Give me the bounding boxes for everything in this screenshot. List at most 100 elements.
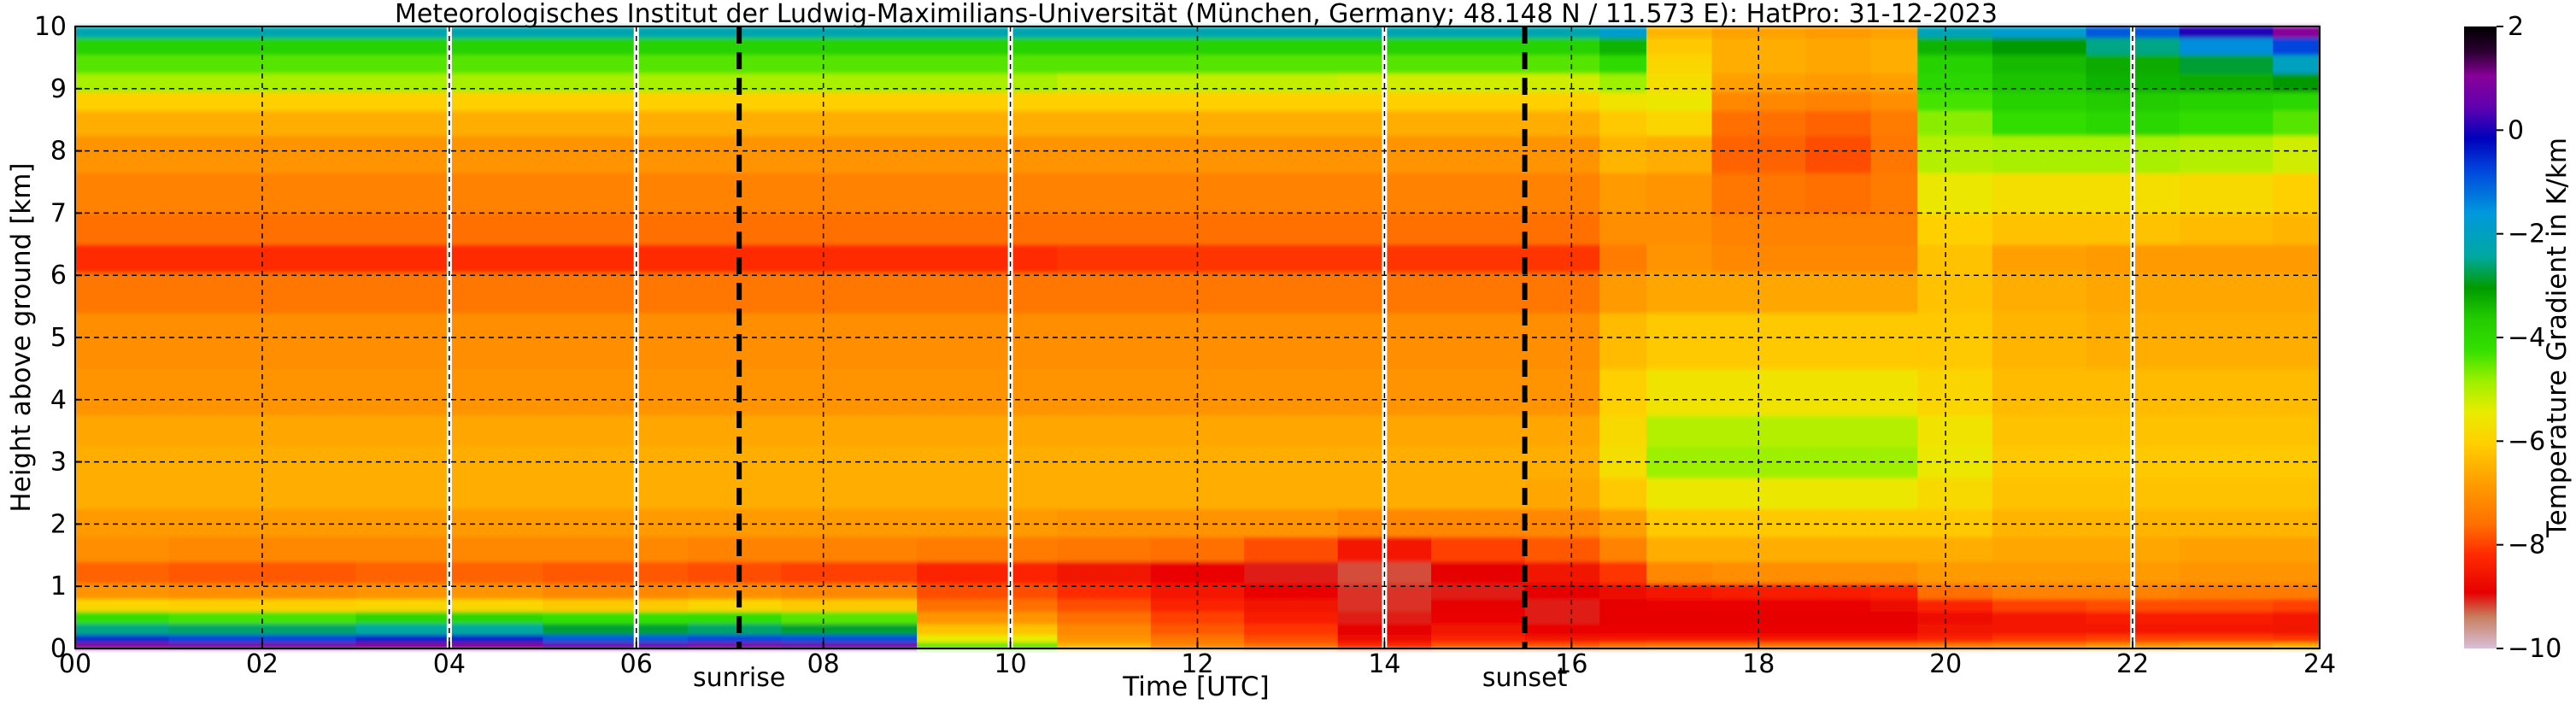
heatmap-cell	[1431, 91, 1526, 111]
heatmap-cell	[2273, 272, 2321, 314]
heatmap-cell	[1244, 173, 1339, 214]
heatmap-cell	[1057, 561, 1152, 584]
heatmap-cell	[1870, 312, 1918, 369]
heatmap-cell	[2179, 213, 2274, 245]
heatmap-cell	[1646, 598, 1713, 612]
heatmap-cell	[2273, 54, 2321, 74]
heatmap-cell	[1992, 91, 2086, 111]
heatmap-cell	[1917, 312, 1993, 369]
y-tick-label: 5	[50, 323, 67, 353]
heatmap-cell	[1805, 415, 1872, 447]
heatmap-cell	[1646, 173, 1713, 214]
heatmap-cell	[1805, 91, 1872, 111]
heatmap-cell	[1917, 583, 1993, 600]
heatmap-cell	[1646, 634, 1713, 643]
heatmap-cell	[1992, 477, 2086, 509]
heatmap-cell	[1805, 642, 1872, 649]
heatmap-cell	[1150, 508, 1245, 537]
heatmap-cell	[1599, 135, 1647, 173]
heatmap-cell	[1870, 91, 1918, 111]
heatmap-cell	[1599, 623, 1647, 636]
heatmap-cell	[1057, 537, 1152, 562]
heatmap-cell	[688, 623, 783, 636]
heatmap-cell	[2179, 243, 2274, 273]
heatmap-cell	[781, 508, 918, 537]
heatmap-cell	[917, 213, 1058, 245]
heatmap-cell	[1244, 368, 1339, 416]
heatmap-cell	[1992, 213, 2086, 245]
heatmap-cell	[1057, 583, 1152, 600]
heatmap-cell	[1599, 272, 1647, 314]
heatmap-cell	[2273, 598, 2321, 612]
heatmap-cell	[1870, 173, 1918, 214]
x-tick-label: 14	[1368, 649, 1400, 679]
heatmap-cell	[1917, 213, 1993, 245]
heatmap-cell	[917, 243, 1058, 273]
heatmap-cell	[543, 561, 689, 584]
heatmap-cell	[168, 73, 356, 92]
heatmap-cell	[1524, 272, 1600, 314]
heatmap-cell	[1244, 583, 1339, 600]
heatmap-cell	[917, 477, 1058, 509]
heatmap-cell	[688, 173, 783, 214]
heatmap-cell	[1150, 91, 1245, 111]
heatmap-cell	[1992, 623, 2086, 636]
heatmap-cell	[1646, 623, 1713, 636]
heatmap-cell	[1917, 477, 1993, 509]
heatmap-cell	[1524, 37, 1600, 56]
heatmap-cell	[1524, 583, 1600, 600]
heatmap-cell	[543, 73, 689, 92]
heatmap-cell	[1599, 583, 1647, 600]
heatmap-cell	[2179, 477, 2274, 509]
heatmap-cell	[917, 598, 1058, 612]
heatmap-cell	[688, 243, 783, 273]
heatmap-cell	[1646, 26, 1713, 38]
heatmap-cell	[75, 243, 170, 273]
heatmap-cell	[1805, 173, 1872, 214]
heatmap-cell	[917, 312, 1058, 369]
heatmap-cell	[688, 110, 783, 136]
heatmap-cell	[1057, 598, 1152, 612]
heatmap-cell	[1150, 243, 1245, 273]
heatmap-cell	[1599, 368, 1647, 416]
heatmap-cell	[2273, 37, 2321, 56]
heatmap-cell	[1057, 508, 1152, 537]
heatmap-cell	[781, 173, 918, 214]
heatmap-cell	[2179, 26, 2274, 38]
heatmap-cell	[1805, 561, 1872, 584]
heatmap-cell	[1057, 243, 1152, 273]
heatmap-cell	[543, 173, 689, 214]
heatmap-cell	[1431, 73, 1526, 92]
x-tick-label: 16	[1555, 649, 1587, 679]
heatmap-cell	[688, 583, 783, 600]
heatmap-cell	[168, 243, 356, 273]
heatmap-cell	[2179, 110, 2274, 136]
heatmap-cell	[1524, 312, 1600, 369]
heatmap-cell	[1646, 54, 1713, 74]
x-tick-label: 08	[807, 649, 840, 679]
heatmap-cell	[917, 583, 1058, 600]
y-tick-label: 0	[50, 634, 67, 664]
heatmap-cell	[1431, 561, 1526, 584]
heatmap-cell	[2273, 312, 2321, 369]
heatmap-cell	[1711, 26, 1806, 38]
heatmap-cell	[1524, 91, 1600, 111]
heatmap-cell	[75, 135, 170, 173]
heatmap-cell	[1244, 91, 1339, 111]
heatmap-cell	[1870, 54, 1918, 74]
heatmap-cell	[1524, 634, 1600, 643]
heatmap-cell	[2273, 611, 2321, 625]
heatmap-cell	[75, 54, 170, 74]
heatmap-cell	[1805, 611, 1872, 625]
heatmap-cell	[1992, 135, 2086, 173]
heatmap-cell	[917, 611, 1058, 625]
heatmap-cell	[1057, 642, 1152, 649]
heatmap-cell	[917, 508, 1058, 537]
colorbar-tick-label: −2	[2508, 220, 2545, 249]
heatmap-cell	[1917, 634, 1993, 643]
heatmap-cell	[1870, 110, 1918, 136]
heatmap-cell	[781, 54, 918, 74]
heatmap-cell	[917, 91, 1058, 111]
heatmap-cell	[917, 642, 1058, 649]
heatmap-cell	[1244, 26, 1339, 38]
